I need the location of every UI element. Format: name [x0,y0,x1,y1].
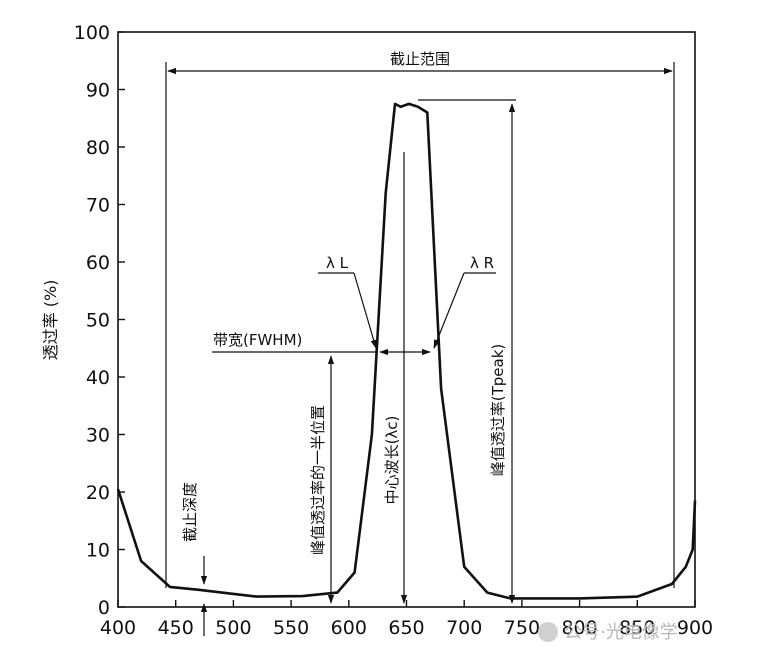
y-tick-label: 50 [86,310,110,332]
x-tick-label: 500 [215,617,251,639]
x-tick-label: 550 [273,617,309,639]
annotation-lines [165,62,675,636]
x-tick-label: 400 [100,617,136,639]
x-tick-label: 850 [619,617,655,639]
y-tick-label: 100 [74,22,110,44]
x-tick-label: 650 [388,617,424,639]
cutoff-range-label: 截止范围 [390,50,450,68]
lambda-l-label: λ L [326,254,349,272]
y-tick-label: 80 [86,137,110,159]
transmission-curve [116,102,697,600]
x-tick-label: 700 [446,617,482,639]
y-tick-label: 60 [86,252,110,274]
cutoff-depth-label: 截止深度 [181,482,199,542]
x-tick-label: 900 [677,617,713,639]
y-tick-label: 90 [86,80,110,102]
half-peak-label: 峰值透过率的一半位置 [309,405,327,555]
y-tick-label: 0 [98,597,110,619]
bandwidth-label: 带宽(FWHM) [213,331,302,349]
x-tick-label: 750 [504,617,540,639]
x-tick-label: 800 [561,617,597,639]
x-tick-label: 600 [331,617,367,639]
y-tick-label: 30 [86,425,110,447]
lambda-r-label: λ R [470,254,494,272]
wechat-icon [538,622,558,642]
y-tick-label: 70 [86,195,110,217]
lambda-l-pointer [353,272,377,349]
y-tick-label: 20 [86,482,110,504]
peak-transmittance-label: 峰值透过率(Tpeak) [489,344,507,477]
center-wavelength-label: 中心波长(λc) [383,416,401,505]
watermark-text: 公号·光电像学 [564,622,678,643]
plot-frame [117,31,696,608]
watermark: 公号·光电像学 [538,622,678,643]
y-axis-label: 透过率 (%) [41,280,60,361]
y-tick-label: 10 [86,540,110,562]
y-tick-label: 40 [86,367,110,389]
x-tick-label: 450 [158,617,194,639]
x-axis-ticks: 400 450 500 550 600 650 700 750 800 850 900 [100,600,713,639]
y-axis-ticks: 0 10 20 30 40 50 60 70 80 90 100 [74,22,125,619]
